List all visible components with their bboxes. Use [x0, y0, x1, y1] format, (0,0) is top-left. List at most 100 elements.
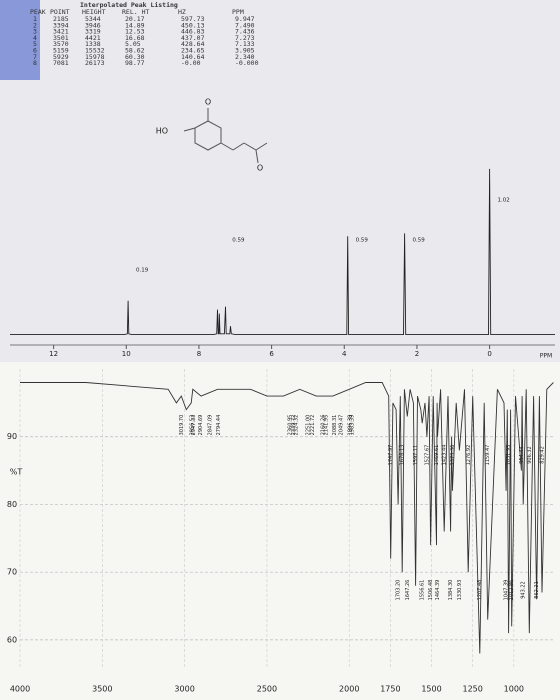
x-tick-label: 1500 — [421, 685, 441, 694]
spectrum-line — [10, 168, 555, 336]
table-cell: 7.490 — [235, 21, 255, 29]
y-tick-label: 90 — [7, 432, 17, 441]
x-tick-label: 3500 — [92, 685, 112, 694]
peak-label: 2141.95 — [323, 415, 329, 436]
table-cell: 5159 — [53, 47, 69, 55]
peak-label: 1678.13 — [400, 445, 406, 466]
peak-label: 1012.86 — [509, 580, 515, 601]
table-cell: 60.30 — [125, 53, 145, 61]
table-cell: 7.133 — [235, 40, 255, 48]
table-cell: 234.65 — [181, 47, 205, 55]
peak-label: 2360.95 — [287, 415, 293, 436]
table-cell: 5.05 — [125, 40, 141, 48]
peak-label: 1597.11 — [413, 445, 419, 466]
peak-label: 2049.47 — [339, 415, 345, 436]
table-cell: 7081 — [53, 59, 69, 67]
peak-label: 2088.31 — [332, 415, 338, 436]
x-tick-label: 4 — [342, 350, 347, 358]
x-tick-label: 10 — [122, 350, 131, 358]
table-cell: 3394 — [53, 21, 69, 29]
peak-label: 2221.72 — [310, 415, 316, 436]
table-cell: 446.83 — [181, 28, 205, 36]
table-cell: 597.73 — [181, 15, 205, 23]
x-tick-label: 2500 — [257, 685, 277, 694]
table-header: REL. HT — [122, 8, 149, 16]
peak-label: 1506.48 — [428, 580, 434, 601]
integral-label: 1.02 — [497, 198, 509, 204]
y-tick-label: 60 — [7, 635, 17, 644]
molecule — [183, 108, 268, 164]
y-tick-label: 70 — [7, 568, 17, 577]
peak-label: 2794.44 — [216, 415, 222, 436]
table-cell: 437.07 — [181, 34, 205, 42]
peak-label: 906.32 — [527, 446, 533, 464]
peak-label: 862.21 — [534, 581, 540, 599]
table-cell: 3501 — [53, 34, 69, 42]
table-cell: 5929 — [53, 53, 69, 61]
table-cell: 20.17 — [125, 15, 145, 23]
table-cell: 3946 — [85, 21, 101, 29]
table-cell: 6 — [33, 47, 37, 55]
peak-label: 1276.92 — [466, 445, 472, 466]
peak-label: 2324.32 — [293, 415, 299, 436]
x-tick-label: 12 — [49, 350, 58, 358]
peak-label: 954.44 — [519, 446, 525, 464]
table-cell: 5344 — [85, 15, 101, 23]
table-cell: 3421 — [53, 28, 69, 36]
table-cell: -0.000 — [235, 59, 259, 67]
peak-label: 1703.20 — [396, 580, 402, 601]
peak-label: 1330.93 — [457, 580, 463, 601]
table-cell: 5 — [33, 40, 37, 48]
peak-label: 1384.30 — [448, 580, 454, 601]
x-tick-label: 6 — [269, 350, 274, 358]
peak-label: 1373.36 — [450, 445, 456, 466]
peak-label: 1159.47 — [485, 445, 491, 466]
peak-label: 1647.26 — [405, 580, 411, 601]
table-cell: 2.340 — [235, 53, 255, 61]
bond — [255, 149, 259, 164]
peak-label: 3019.70 — [179, 415, 185, 436]
integral-label: 0.59 — [356, 238, 369, 244]
peak-label: 1031.95 — [506, 445, 512, 466]
peak-label: 2160.26 — [320, 415, 326, 436]
table-header: HZ — [178, 8, 186, 16]
table-cell: 7 — [33, 53, 37, 61]
peak-label: 1464.39 — [435, 580, 441, 601]
table-cell: -0.00 — [181, 59, 201, 67]
table-cell: 2185 — [53, 15, 69, 23]
table-cell: 7.436 — [235, 28, 255, 36]
x-tick-label: 0 — [487, 350, 491, 358]
peak-label: 829.42 — [539, 446, 545, 464]
table-cell: 3570 — [53, 40, 69, 48]
table-cell: 15978 — [85, 53, 105, 61]
y-tick-label: 80 — [7, 500, 17, 509]
y-axis-label: %T — [10, 468, 23, 477]
bond — [232, 142, 245, 151]
table-header: PPM — [232, 8, 244, 16]
background-glare — [0, 0, 40, 80]
x-tick-label: 2000 — [339, 685, 359, 694]
atom-label: O — [257, 164, 263, 173]
table-header: PEAK — [30, 8, 46, 16]
ir-paper — [0, 362, 560, 700]
atom-label: O — [205, 98, 211, 107]
table-cell: 1 — [33, 15, 37, 23]
peak-label: 2956.53 — [189, 415, 195, 436]
spectrum-line — [20, 382, 554, 654]
integral-label: 0.59 — [232, 238, 245, 244]
table-cell: 14.89 — [125, 21, 145, 29]
peak-label: 943.22 — [521, 581, 527, 599]
table-cell: 8 — [33, 59, 37, 67]
table-cell: 9.947 — [235, 15, 255, 23]
peak-label: 2339.72 — [291, 415, 297, 436]
x-tick-label: 1250 — [463, 685, 483, 694]
table-header: HEIGHT — [82, 8, 106, 16]
atom-label: HO — [156, 127, 168, 136]
table-cell: 4 — [33, 34, 37, 42]
peak-label: 1423.44 — [442, 445, 448, 466]
peak-label: 1996.39 — [347, 415, 353, 436]
table-cell: 450.13 — [181, 21, 205, 29]
table-cell: 4421 — [85, 34, 101, 42]
x-axis-label: PPM — [540, 353, 552, 360]
